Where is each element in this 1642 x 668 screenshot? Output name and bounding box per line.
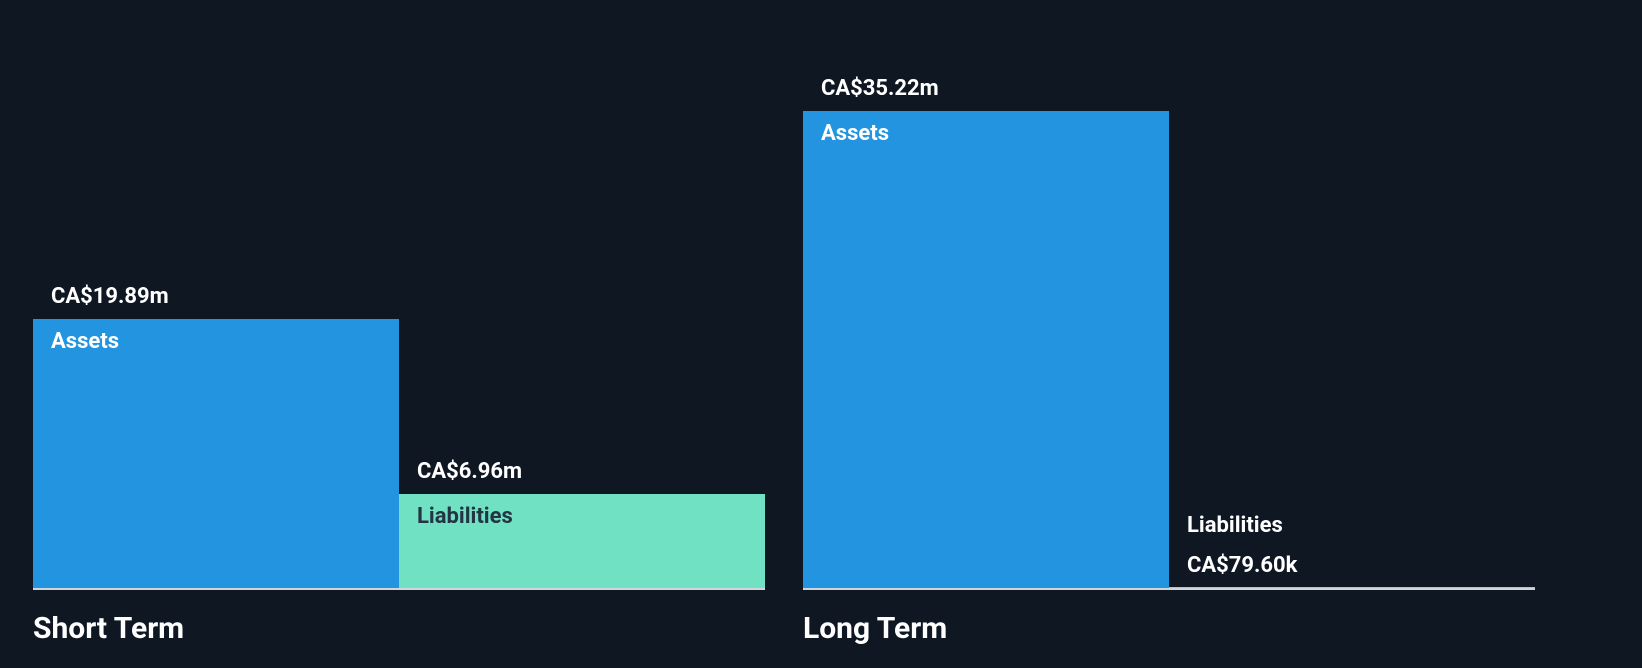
bar-label-assets: Assets [821, 121, 889, 146]
value-label-short-liabilities: CA$6.96m [417, 459, 522, 484]
bar-label-assets: Assets [51, 329, 119, 354]
value-label-long-assets: CA$35.22m [821, 76, 939, 101]
bar-short-assets: Assets [33, 319, 399, 588]
group-short-term: CA$19.89m Assets CA$6.96m Liabilities [33, 80, 765, 590]
group-title-short-term: Short Term [33, 611, 184, 646]
bar-long-assets: Assets [803, 111, 1169, 588]
bar-long-liabilities [1169, 587, 1535, 588]
baseline [33, 588, 765, 590]
bar-label-liabilities: Liabilities [417, 504, 513, 529]
value-label-short-assets: CA$19.89m [51, 284, 169, 309]
group-title-long-term: Long Term [803, 611, 947, 646]
chart-stage: CA$19.89m Assets CA$6.96m Liabilities Sh… [0, 0, 1642, 668]
value-label-long-liabilities: CA$79.60k [1187, 553, 1297, 578]
group-long-term: CA$35.22m Assets Liabilities CA$79.60k [803, 80, 1535, 590]
baseline [803, 588, 1535, 590]
ext-label-long-liabilities-name: Liabilities [1187, 513, 1283, 538]
bar-short-liabilities: Liabilities [399, 494, 765, 588]
